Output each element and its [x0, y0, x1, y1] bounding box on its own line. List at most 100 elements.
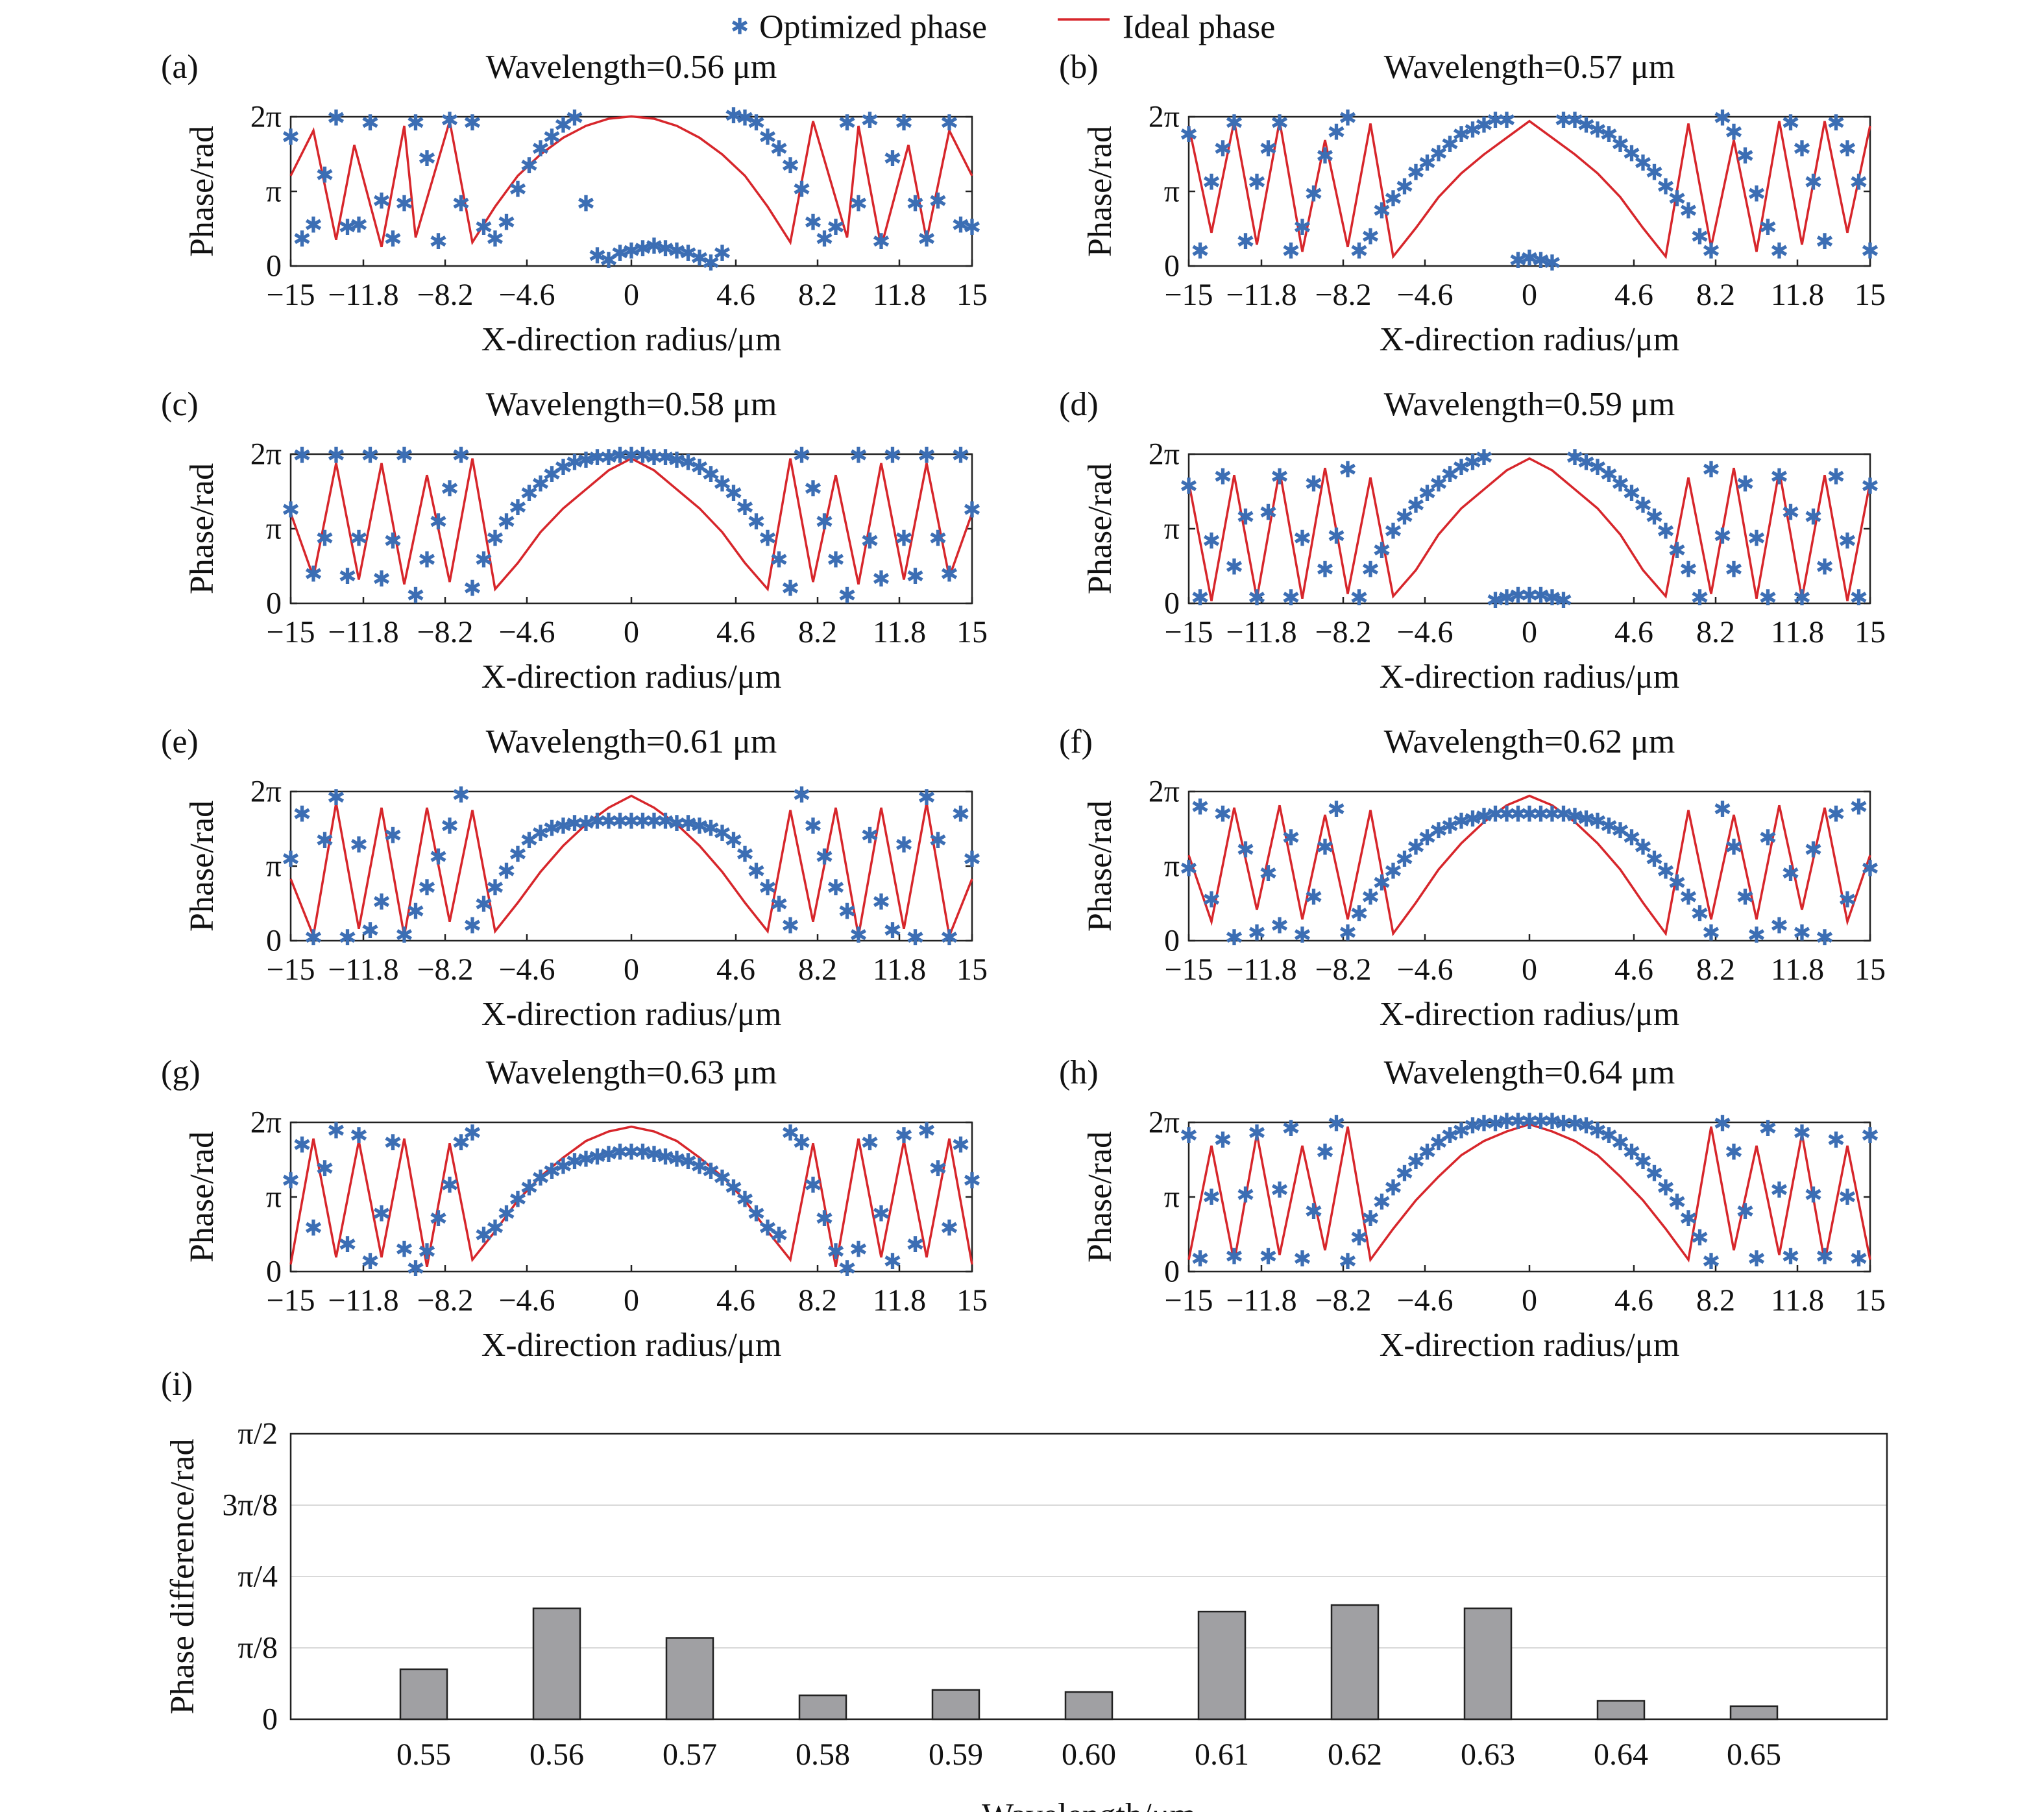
optimized-phase-point: ✱: [1259, 862, 1278, 886]
panel-label: (g): [161, 1054, 201, 1091]
optimized-phase-point: ✱: [724, 829, 743, 853]
optimized-phase-point: ✱: [463, 112, 482, 136]
optimized-phase-point: ✱: [520, 154, 539, 178]
optimized-phase-point: ✱: [338, 216, 357, 240]
panel-title: Wavelength=0.58 μm: [486, 386, 777, 423]
optimized-phase-point: ✱: [338, 926, 357, 950]
x-tick-label: −4.6: [498, 1283, 555, 1318]
optimized-phase-point: ✱: [1566, 805, 1585, 829]
optimized-phase-point: ✱: [406, 900, 425, 924]
optimized-phase-point: ✱: [1191, 240, 1210, 264]
x-tick-label: 8.2: [798, 615, 837, 649]
optimized-phase-point: ✱: [1407, 1150, 1426, 1174]
x-tick-label: 8.2: [798, 1283, 837, 1318]
optimized-phase-point: ✱: [1486, 803, 1505, 827]
optimized-phase-point: ✱: [656, 810, 675, 834]
x-tick-label: −15: [1164, 1283, 1213, 1318]
optimized-phase-point: ✱: [1350, 240, 1369, 264]
optimized-phase-point: ✱: [1725, 558, 1744, 582]
optimized-phase-point: ✱: [327, 107, 346, 131]
x-axis-label: Wavelength/μm: [982, 1797, 1196, 1812]
optimized-phase-point: ✱: [383, 529, 402, 553]
optimized-phase-point: ✱: [350, 213, 369, 237]
optimized-phase-point: ✱: [815, 511, 834, 535]
optimized-phase-point: ✱: [509, 178, 528, 202]
optimized-phase-point: ✱: [282, 126, 300, 150]
optimized-phase-point: ✱: [600, 446, 618, 470]
optimized-phase-point: ✱: [531, 472, 550, 496]
bar: [399, 1668, 448, 1721]
optimized-phase-point: ✱: [1282, 586, 1300, 610]
optimized-phase-point: ✱: [1304, 886, 1323, 910]
y-tick-label: 2π: [250, 1105, 282, 1140]
optimized-phase-point: ✱: [940, 112, 959, 136]
optimized-phase-point: ✱: [792, 178, 811, 202]
y-tick-label: 2π: [250, 775, 282, 809]
optimized-phase-point: ✱: [1395, 848, 1414, 872]
x-tick-label: 0: [624, 952, 639, 987]
y-tick-label: π: [266, 512, 282, 546]
optimized-phase-point: ✱: [1350, 586, 1369, 610]
y-tick-label: 0: [262, 1702, 278, 1737]
x-axis-label: X-direction radius/μm: [481, 321, 782, 358]
optimized-phase-point: ✱: [486, 527, 505, 551]
x-tick-label: 15: [1855, 952, 1886, 987]
optimized-phase-point: ✱: [872, 230, 891, 254]
optimized-phase-point: ✱: [1372, 1190, 1391, 1214]
optimized-phase-point: ✱: [611, 242, 629, 266]
optimized-phase-point: ✱: [668, 449, 687, 473]
optimized-phase-point: ✱: [1804, 1183, 1823, 1207]
ideal-phase-line: [289, 457, 973, 592]
optimized-phase-point: ✱: [895, 112, 914, 136]
optimized-phase-point: ✱: [906, 192, 925, 216]
optimized-phase-point: ✱: [1531, 585, 1550, 609]
panel-label: (c): [161, 386, 199, 423]
optimized-phase-point: ✱: [827, 876, 846, 900]
optimized-phase-point: ✱: [315, 829, 334, 853]
y-tick-label: π: [266, 175, 282, 209]
optimized-phase-point: ✱: [1657, 1176, 1675, 1200]
optimized-phase-point: ✱: [633, 810, 652, 834]
optimized-phase-point: ✱: [918, 228, 936, 252]
optimized-phase-point: ✱: [1304, 1200, 1323, 1224]
optimized-phase-point: ✱: [429, 1207, 448, 1231]
optimized-phase-point: ✱: [1554, 109, 1573, 133]
optimized-phase-point: ✱: [1793, 586, 1812, 610]
x-tick-label: −8.2: [1315, 1283, 1371, 1318]
optimized-phase-point: ✱: [1509, 585, 1527, 609]
optimized-phase-point: ✱: [1384, 1176, 1403, 1200]
optimized-phase-point: ✱: [1452, 123, 1471, 147]
optimized-phase-point: ✱: [690, 247, 709, 271]
optimized-phase-point: ✱: [406, 585, 425, 609]
optimized-phase-point: ✱: [1690, 586, 1709, 610]
y-tick-label: 0: [1164, 586, 1180, 621]
optimized-phase-point: ✱: [1816, 926, 1834, 950]
y-tick-label: 2π: [1149, 1105, 1180, 1140]
phase-difference-chart: (i) 0 π/8 π/4 3π/8 π/2 0.55 0.56 0.57 0.58 0.59 0.6…: [161, 1366, 1888, 1812]
optimized-phase-point: ✱: [588, 446, 607, 470]
optimized-phase-point: ✱: [1736, 145, 1755, 169]
y-tick-label: π: [1164, 175, 1180, 209]
y-tick-label: π/4: [237, 1560, 278, 1594]
optimized-phase-point: ✱: [1475, 1113, 1494, 1137]
optimized-phase-point: ✱: [282, 1169, 300, 1193]
optimized-phase-point: ✱: [1566, 1113, 1585, 1137]
optimized-phase-point: ✱: [1690, 902, 1709, 926]
optimized-phase-point: ✱: [327, 1120, 346, 1144]
optimized-phase-point: ✱: [338, 1233, 357, 1257]
optimized-phase-point: ✱: [497, 211, 516, 236]
optimized-phase-point: ✱: [736, 496, 755, 520]
optimized-phase-point: ✱: [849, 192, 868, 216]
optimized-phase-point: ✱: [906, 1233, 925, 1257]
optimized-phase-point: ✱: [679, 1150, 698, 1174]
optimized-phase-point: ✱: [1543, 803, 1562, 827]
optimized-phase-point: ✱: [441, 109, 459, 133]
optimized-phase-point: ✱: [1316, 836, 1335, 860]
x-tick-label: −15: [1164, 278, 1213, 312]
optimized-phase-point: ✱: [1213, 803, 1232, 827]
panel-label: (i): [161, 1366, 193, 1403]
optimized-phase-point: ✱: [486, 1217, 505, 1241]
optimized-phase-point: ✱: [463, 1122, 482, 1146]
optimized-phase-point: ✱: [1395, 1162, 1414, 1186]
